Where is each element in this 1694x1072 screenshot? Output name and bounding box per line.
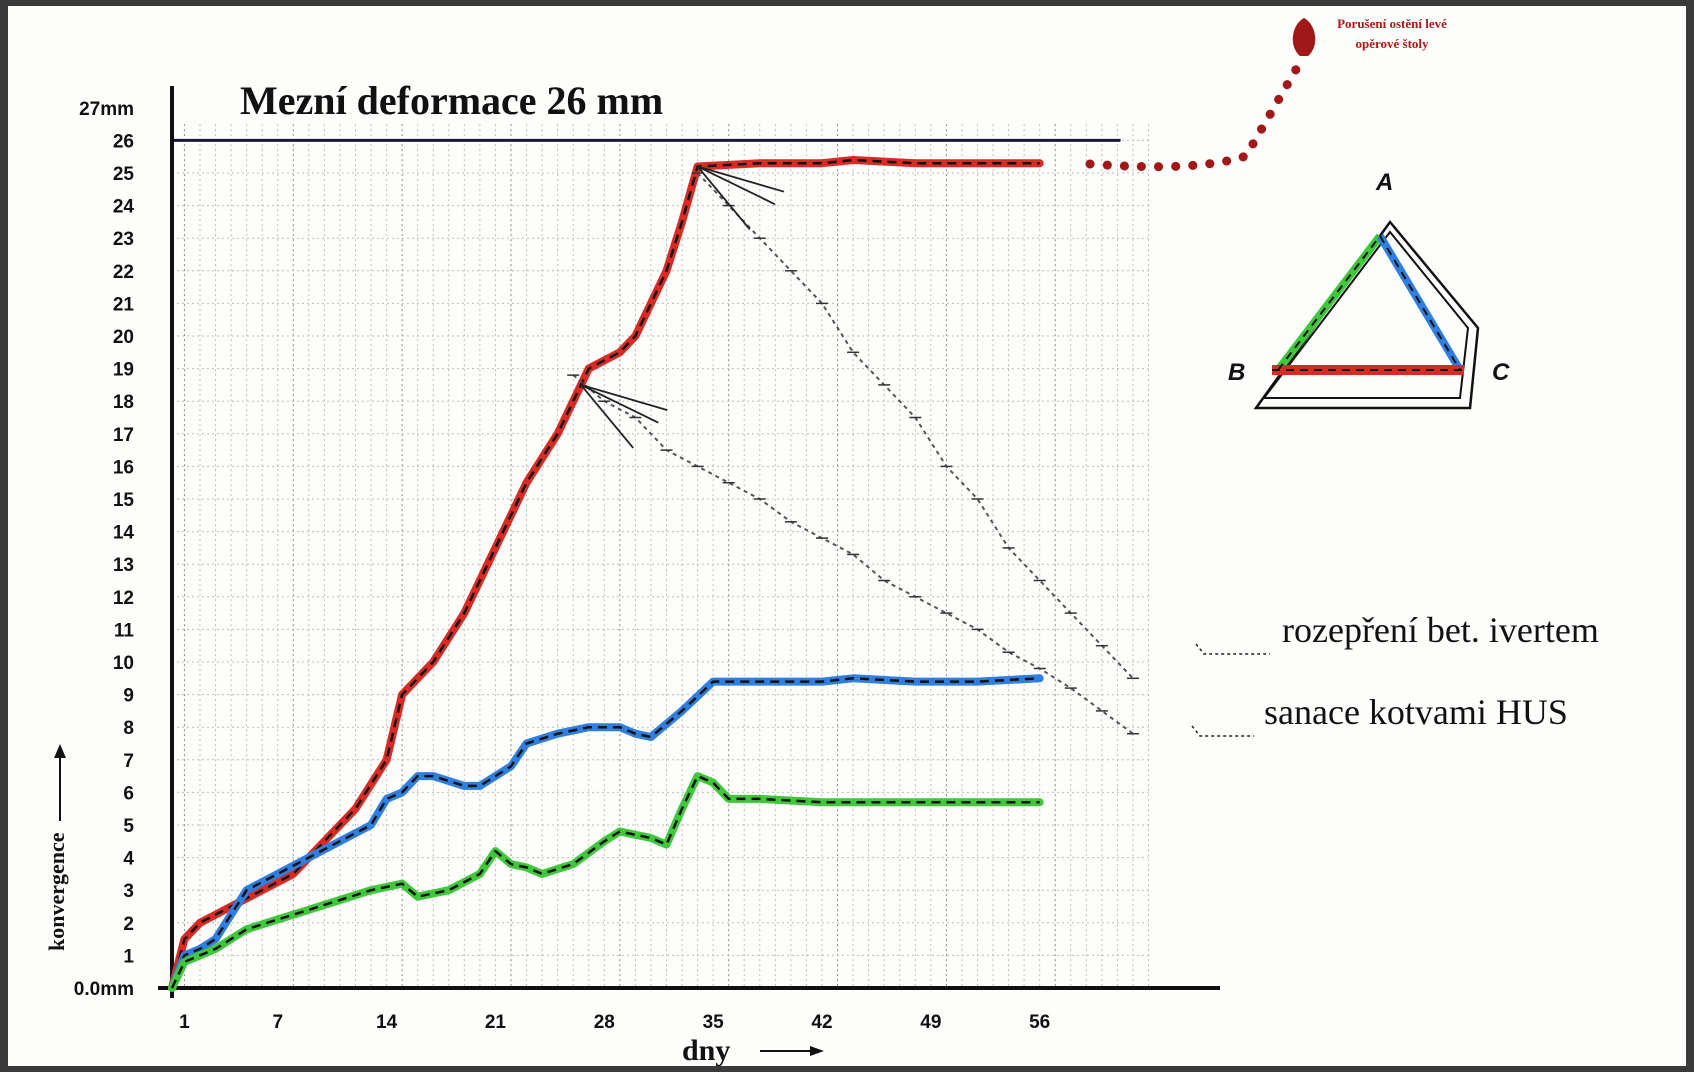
y-tick-label: 3 bbox=[123, 881, 134, 902]
x-tick-label: 42 bbox=[811, 1012, 832, 1033]
failure-dotted-path bbox=[1085, 61, 1303, 172]
y-tick-label: 1 bbox=[123, 946, 134, 967]
y-tick-label: 22 bbox=[113, 262, 134, 283]
y-axis-arrowhead bbox=[54, 744, 66, 758]
chart-title: Mezní deformace 26 mm bbox=[240, 78, 663, 123]
y-tick-label: 14 bbox=[113, 523, 135, 544]
chart-frame: Mezní deformace 26 mm 0.0mm 1 2 3 4 5 6 7 8 9 10 11… bbox=[8, 6, 1686, 1066]
x-tick-label: 7 bbox=[272, 1012, 283, 1033]
series-line-1 bbox=[168, 674, 1044, 992]
y-tick-label: 16 bbox=[113, 457, 134, 478]
y-tick-label: 24 bbox=[113, 197, 135, 218]
x-tick-label: 35 bbox=[703, 1012, 725, 1033]
leader-ivertem bbox=[1195, 643, 1270, 655]
y-tick-label: 18 bbox=[113, 392, 134, 413]
y-tick-label: 6 bbox=[123, 783, 134, 804]
y-tick-label: 17 bbox=[113, 425, 134, 446]
branch-arrow-0 bbox=[697, 165, 776, 206]
y-tick-label: 23 bbox=[113, 229, 134, 250]
x-tick-label: 21 bbox=[485, 1012, 507, 1033]
x-axis-arrowhead bbox=[810, 1046, 824, 1056]
x-tick-labels: 1 7 14 21 28 35 42 49 56 bbox=[179, 1012, 1050, 1033]
branch-arrow-0 bbox=[696, 165, 751, 231]
series-group bbox=[168, 156, 1139, 992]
y-tick-label: 19 bbox=[113, 360, 134, 381]
y-tick-label: 25 bbox=[113, 164, 135, 185]
plot-grid bbox=[172, 124, 1150, 988]
vertex-label-c: C bbox=[1492, 359, 1510, 386]
x-tick-label: 49 bbox=[920, 1012, 941, 1033]
x-tick-label: 1 bbox=[179, 1012, 190, 1033]
y-tick-label: 20 bbox=[113, 327, 134, 348]
x-tick-label: 56 bbox=[1029, 1012, 1050, 1033]
series-line-1-dash bbox=[170, 677, 1040, 989]
inset-dash-ac bbox=[1379, 235, 1461, 371]
failure-arrowhead bbox=[1292, 18, 1316, 56]
leader-hus bbox=[1191, 725, 1254, 737]
inset-dash-ab bbox=[1277, 235, 1381, 371]
y-tick-label: 4 bbox=[123, 849, 134, 870]
y-tick-label: 27mm bbox=[79, 99, 134, 120]
y-axis-label: konvergence bbox=[44, 832, 69, 951]
y-tick-label: 0.0mm bbox=[74, 979, 134, 1000]
vertex-label-a: A bbox=[1375, 169, 1393, 196]
x-tick-label: 28 bbox=[594, 1012, 615, 1033]
series-line-0-dash bbox=[170, 158, 1040, 989]
y-tick-label: 5 bbox=[123, 816, 134, 837]
x-axis-label: dny bbox=[682, 1034, 730, 1066]
branch-arrow-1 bbox=[580, 384, 634, 449]
y-tick-label: 8 bbox=[123, 718, 134, 739]
y-tick-label: 9 bbox=[123, 686, 134, 707]
inset-outline-inner bbox=[1261, 230, 1470, 399]
y-tick-label: 11 bbox=[114, 620, 135, 641]
vertex-label-b: B bbox=[1228, 359, 1245, 386]
y-tick-label: 7 bbox=[123, 751, 134, 772]
inset-tunnel-diagram: A B C bbox=[1228, 169, 1510, 410]
y-tick-label: 10 bbox=[113, 653, 134, 674]
branch-arrow-1 bbox=[580, 384, 659, 424]
y-tick-label: 21 bbox=[113, 294, 135, 315]
y-tick-label: 26 bbox=[113, 131, 134, 152]
y-tick-label: 2 bbox=[123, 914, 134, 935]
series-line-2-dash bbox=[170, 774, 1040, 989]
annotation-hus: sanace kotvami HUS bbox=[1264, 692, 1568, 732]
series-line-2 bbox=[168, 772, 1044, 992]
y-tick-label: 13 bbox=[113, 555, 134, 576]
failure-note-line1: Porušení ostění levé bbox=[1337, 16, 1447, 31]
annotation-ivertem: rozepření bet. ivertem bbox=[1282, 610, 1599, 650]
y-tick-labels: 0.0mm12345678910111213141516171819202122… bbox=[74, 99, 135, 1000]
y-tick-label: 15 bbox=[113, 490, 135, 511]
convergence-chart: Mezní deformace 26 mm 0.0mm1234567891011… bbox=[44, 16, 1599, 1066]
y-tick-label: 12 bbox=[113, 588, 134, 609]
branch-arrow-1 bbox=[580, 384, 668, 411]
branch-arrow-0 bbox=[697, 165, 785, 193]
failure-note-line2: opěrové štoly bbox=[1355, 36, 1429, 51]
x-tick-label: 14 bbox=[376, 1012, 398, 1033]
